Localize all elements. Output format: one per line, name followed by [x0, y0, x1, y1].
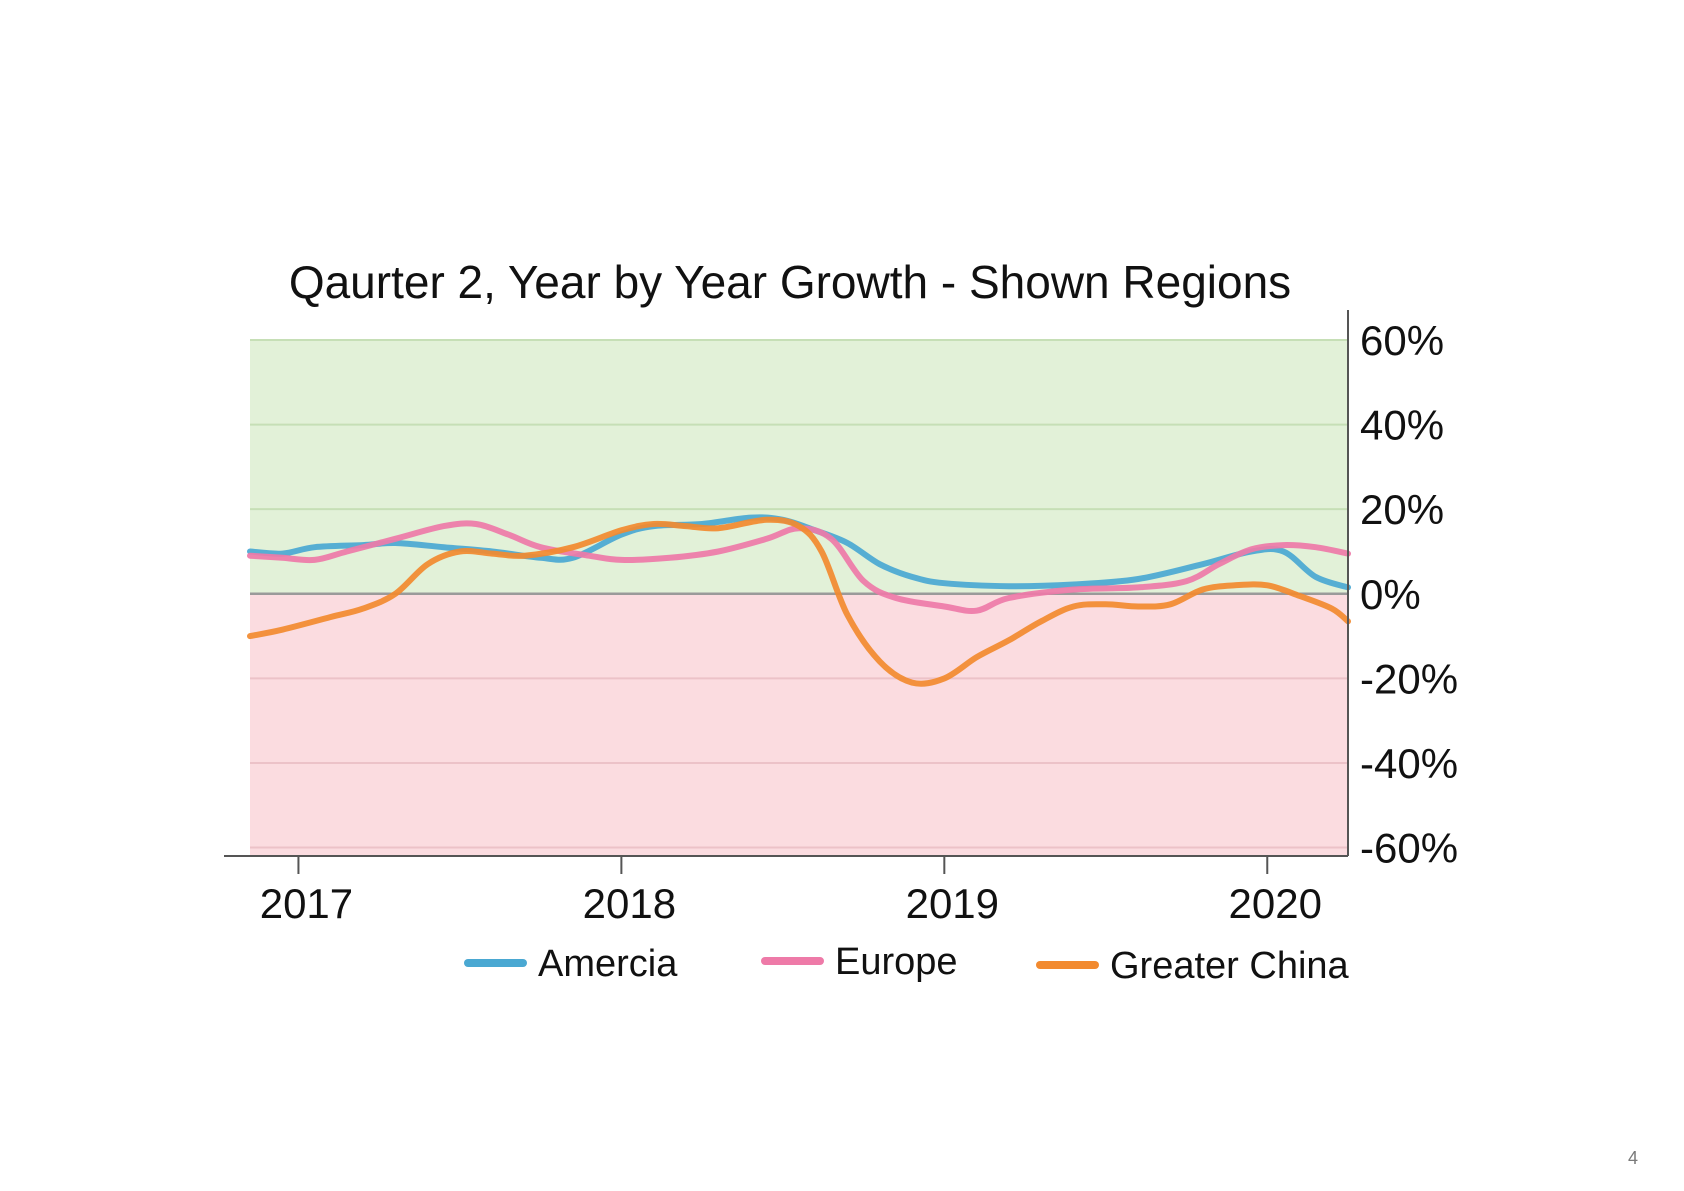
legend-label-europe: Europe	[835, 941, 958, 983]
positive-band	[250, 340, 1348, 594]
chart-title: Qaurter 2, Year by Year Growth - Shown R…	[289, 256, 1291, 308]
x-tick-label: 2020	[1229, 880, 1322, 927]
y-tick-label: -40%	[1360, 740, 1458, 787]
y-tick-label: 20%	[1360, 486, 1444, 533]
y-tick-label: 0%	[1360, 571, 1421, 618]
series-layer	[247, 514, 1351, 687]
legend-label-amercia: Amercia	[538, 943, 678, 985]
y-tick-label: 60%	[1360, 317, 1444, 364]
y-tick-label: -20%	[1360, 655, 1458, 702]
negative-band	[250, 593, 1348, 856]
plot-background	[250, 340, 1348, 856]
legend: Amercia Europe Greater China	[464, 941, 1350, 987]
page-number: 4	[1628, 1148, 1639, 1168]
x-tick-label: 2017	[260, 880, 353, 927]
series-line-greater-china	[247, 516, 1351, 687]
axes	[224, 310, 1349, 857]
y-tick-label: 40%	[1360, 402, 1444, 449]
x-tick-label: 2019	[906, 880, 999, 927]
legend-label-greater-china: Greater China	[1110, 945, 1350, 987]
x-axis-ticks: 2017 2018 2019 2020	[260, 856, 1322, 927]
y-tick-label: -60%	[1360, 825, 1458, 872]
gridlines	[250, 339, 1348, 849]
x-tick-label: 2018	[583, 880, 676, 927]
y-axis-ticks: 60% 40% 20% 0% -20% -40% -60%	[1360, 317, 1458, 872]
